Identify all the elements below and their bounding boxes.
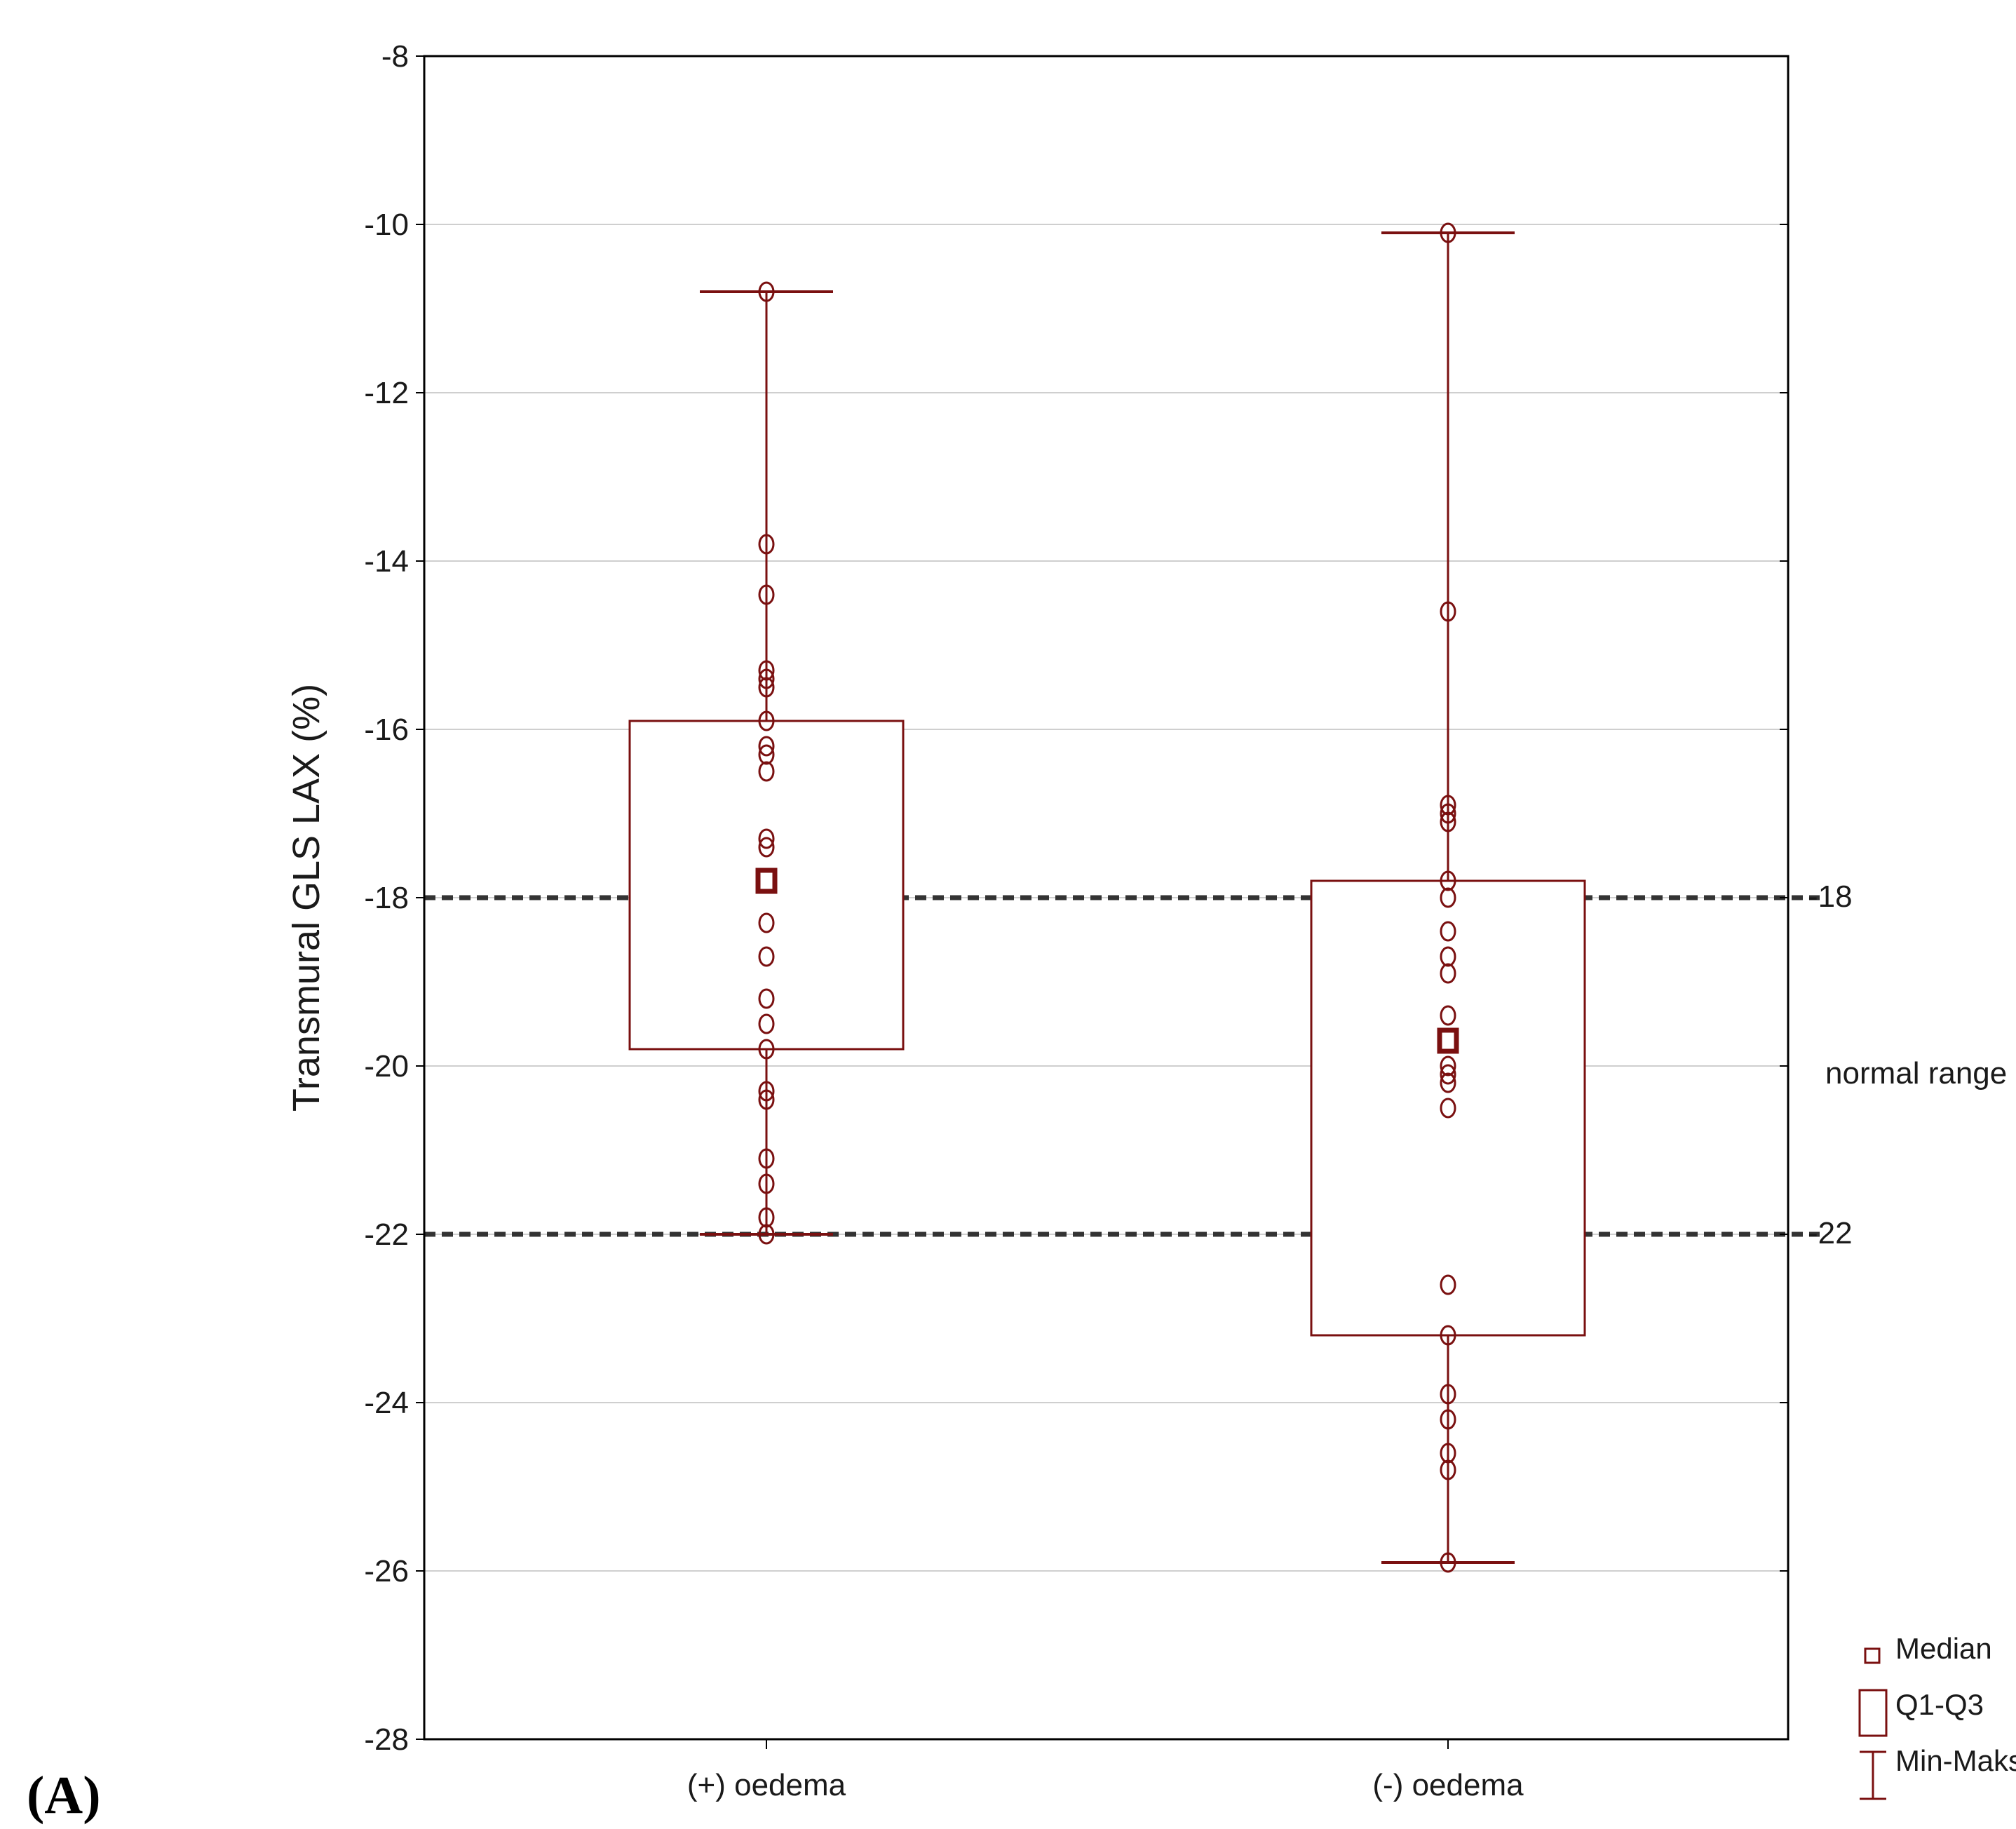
data-point (758, 1224, 775, 1245)
category-label-oedema-negative: (-) oedema (1372, 1768, 1524, 1802)
normal-range-label: normal range (1825, 1056, 2007, 1091)
y-tick-label: -10 (364, 208, 409, 242)
data-point (758, 988, 775, 1009)
data-point (1440, 921, 1456, 942)
reference-label-lower: -22 (1808, 1216, 1853, 1250)
data-point (1440, 222, 1456, 243)
data-point (758, 668, 775, 689)
legend-q1-q3-label: Q1-Q3 (1895, 1688, 1984, 1721)
data-point (758, 828, 775, 849)
data-point (1440, 1098, 1456, 1119)
axis-ticks: -8 -10 -12 -14 -16 -18 -20 -22 -24 -26 -28 (364, 39, 1788, 1757)
y-tick-label: -28 (364, 1722, 409, 1757)
median-marker (755, 868, 778, 894)
data-point (758, 584, 775, 605)
y-tick-label: -20 (364, 1049, 409, 1084)
data-point (758, 736, 775, 757)
data-point (758, 1148, 775, 1169)
legend: Median Q1-Q3 Min-Maks (1858, 1632, 2016, 1800)
data-point (1440, 1005, 1456, 1026)
y-tick-label: -12 (364, 376, 409, 410)
data-point (1440, 1552, 1456, 1573)
data-point (758, 1207, 775, 1228)
data-point (1440, 811, 1456, 832)
data-point (1440, 1459, 1456, 1480)
data-point (1440, 1055, 1456, 1077)
data-point (758, 912, 775, 933)
data-point (1440, 870, 1456, 891)
data-point (1440, 1274, 1456, 1295)
data-point (1440, 1064, 1456, 1085)
legend-q1-q3-icon (1858, 1689, 1888, 1737)
data-point (758, 744, 775, 765)
data-point (758, 1013, 775, 1034)
legend-median-label: Median (1895, 1632, 1992, 1665)
legend-median-icon (1864, 1647, 1881, 1664)
data-point (758, 946, 775, 967)
data-point (758, 1039, 775, 1060)
data-point (1440, 1384, 1456, 1405)
data-point (758, 761, 775, 782)
data-point (1440, 601, 1456, 622)
data-point (1440, 1072, 1456, 1093)
data-point (758, 660, 775, 681)
data-point (1440, 1443, 1456, 1464)
data-point (1440, 1325, 1456, 1346)
data-point (1440, 963, 1456, 984)
data-point (758, 1173, 775, 1194)
y-tick-label: -22 (364, 1217, 409, 1252)
y-tick-label: -24 (364, 1386, 409, 1420)
data-point (758, 534, 775, 555)
legend-min-max-label: Min-Maks (1895, 1744, 2016, 1777)
y-tick-label: -18 (364, 881, 409, 915)
median-marker (1437, 1027, 1459, 1054)
y-tick-label: -26 (364, 1554, 409, 1588)
iqr-box (1310, 879, 1586, 1337)
data-point (758, 1089, 775, 1110)
data-point (758, 677, 775, 698)
data-point (1440, 887, 1456, 908)
category-label-oedema-positive: (+) oedema (687, 1768, 846, 1802)
y-axis-label: Transmural GLS LAX (%) (285, 684, 327, 1112)
data-point (758, 710, 775, 731)
y-tick-label: -8 (381, 39, 409, 74)
data-point (1440, 795, 1456, 816)
data-points (755, 222, 1459, 1573)
data-point (1440, 803, 1456, 824)
data-point (758, 1081, 775, 1102)
y-tick-label: -14 (364, 544, 409, 579)
data-point (758, 837, 775, 858)
y-tick-label: -16 (364, 713, 409, 747)
reference-label-upper: -18 (1808, 879, 1853, 914)
panel-label: (A) (27, 1766, 101, 1825)
data-point (1440, 1409, 1456, 1430)
data-point (1440, 946, 1456, 967)
legend-min-max-icon (1860, 1750, 1886, 1800)
data-point (758, 281, 775, 302)
